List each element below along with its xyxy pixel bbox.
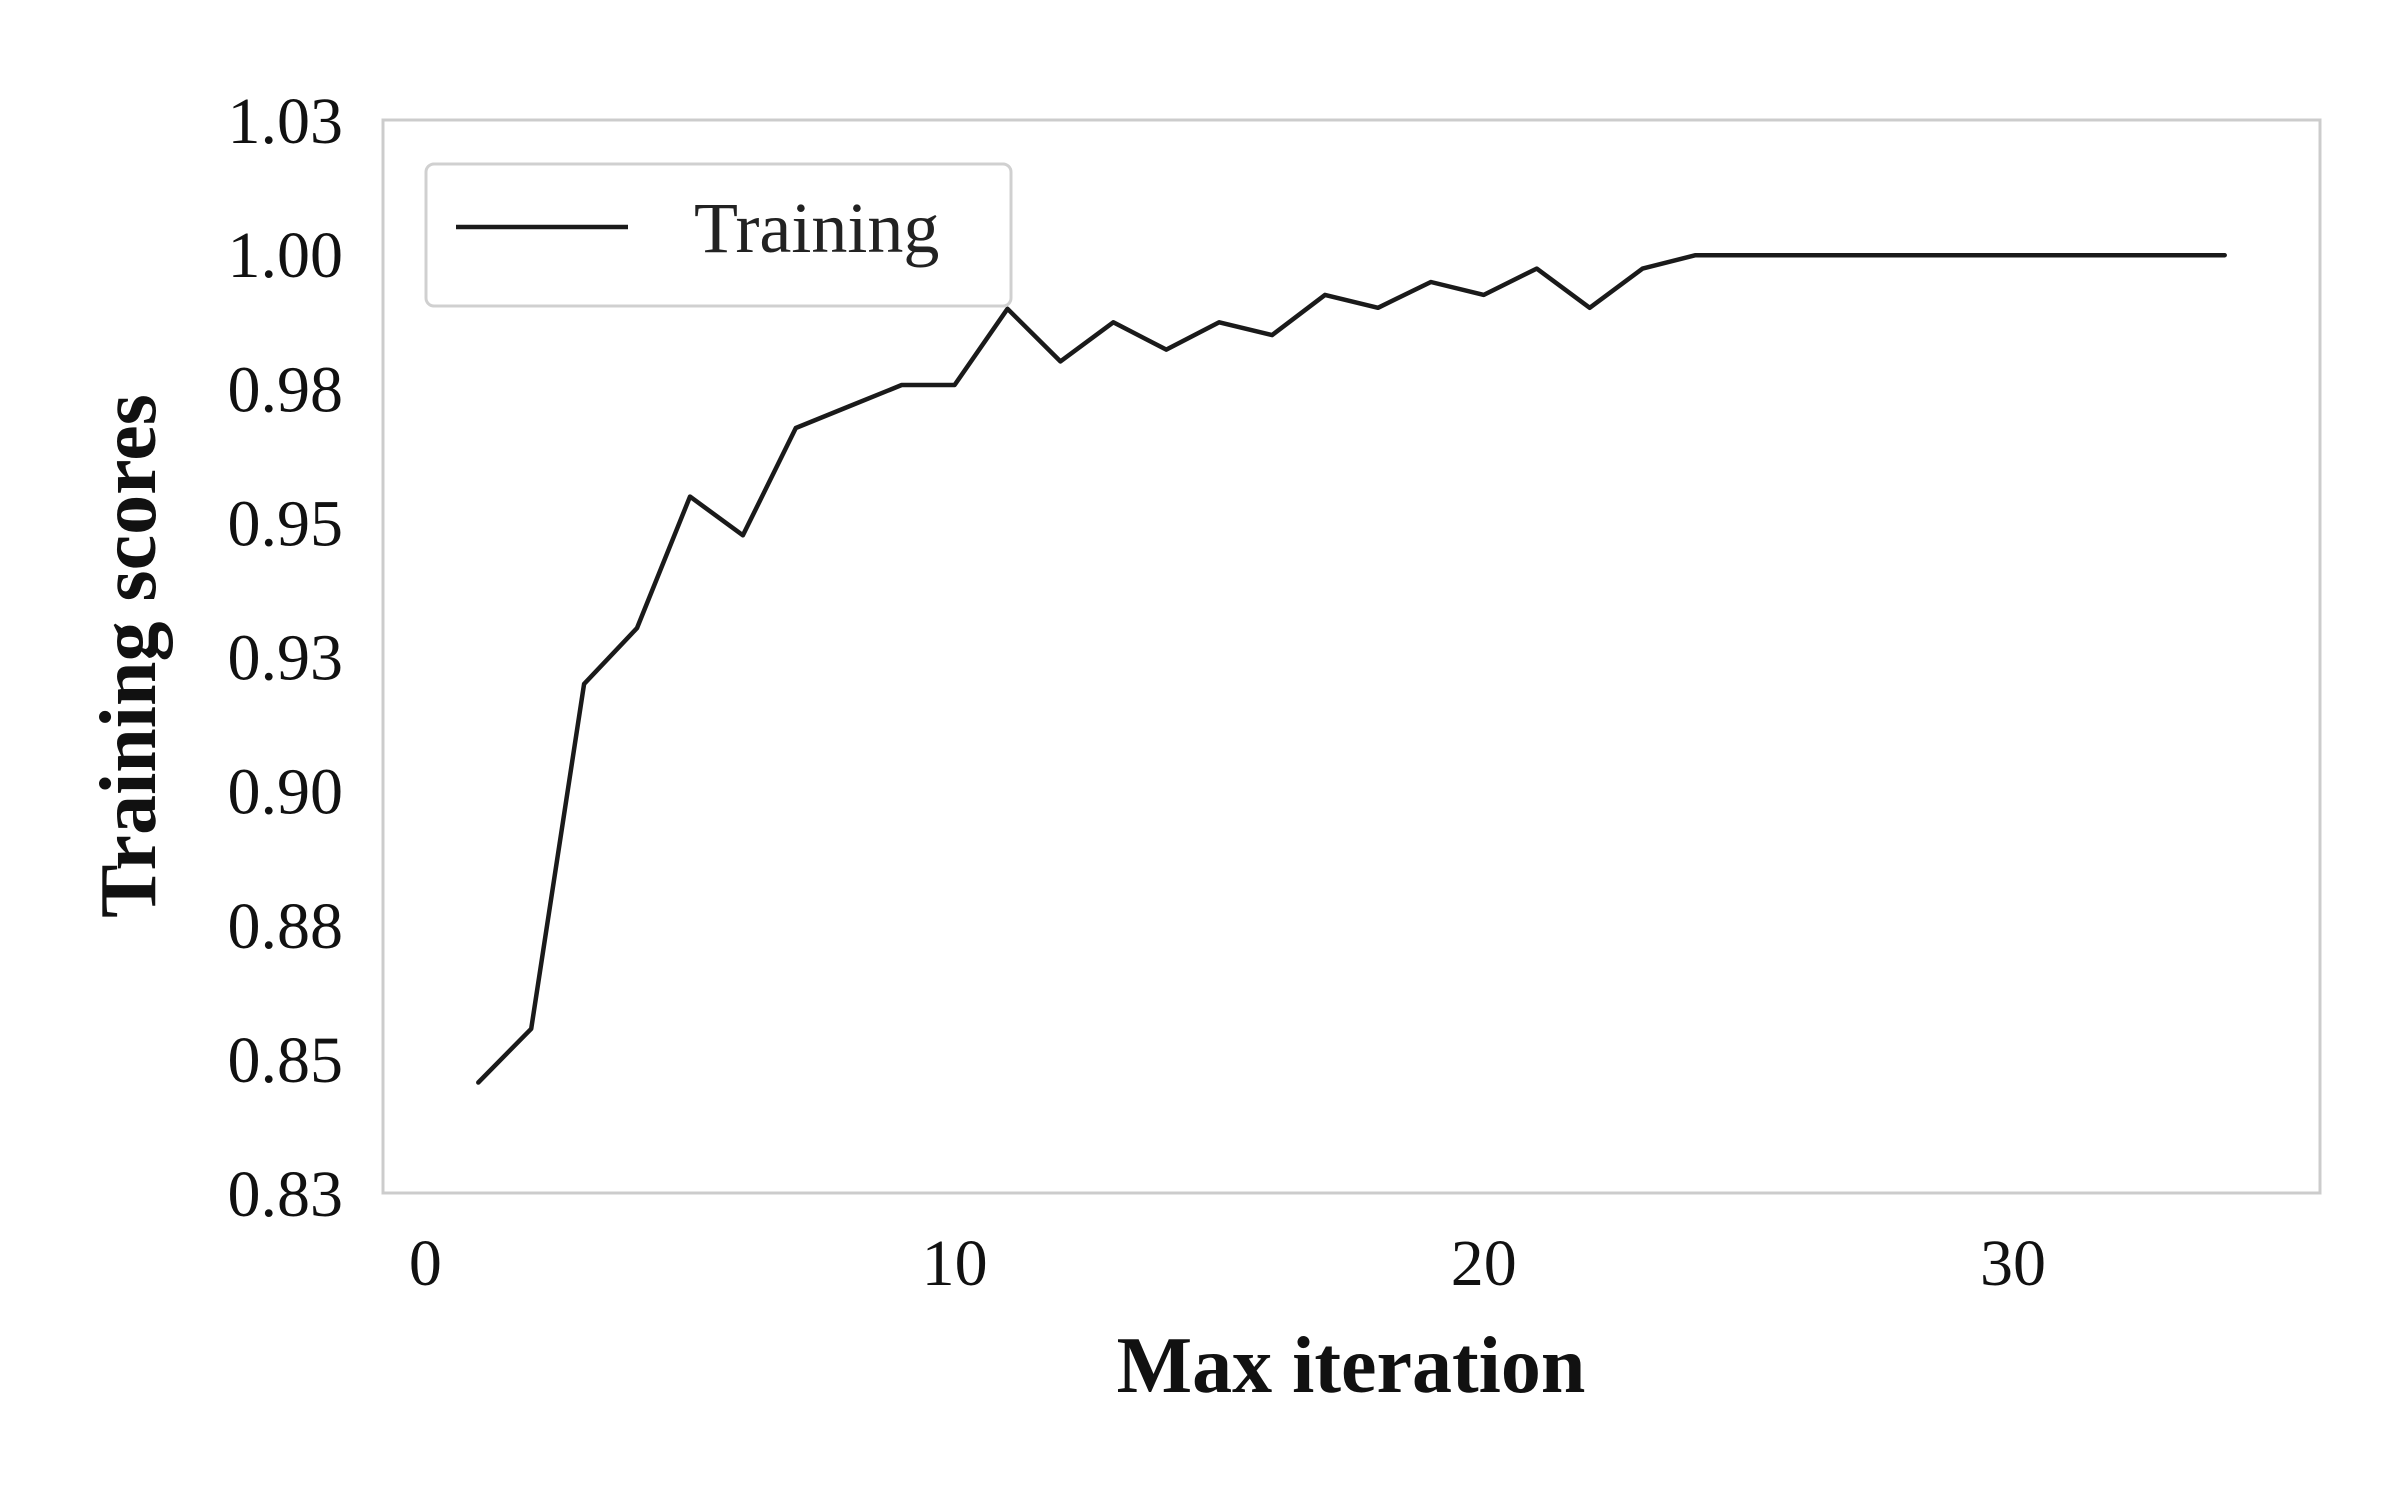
y-tick-label: 0.93	[228, 622, 344, 695]
legend-box	[424, 162, 1013, 308]
y-axis-ticks: 0.83 0.85 0.88 0.90 0.93 0.95 0.98 1.00 1.03	[228, 85, 344, 1231]
y-tick-label: 0.88	[228, 890, 344, 963]
y-tick-label: 0.90	[228, 756, 344, 829]
y-axis-title: Training scores	[85, 394, 173, 918]
x-tick-label: 30	[1980, 1227, 2046, 1300]
y-tick-label: 1.03	[228, 85, 344, 158]
y-tick-label: 0.98	[228, 353, 344, 426]
x-tick-label: 10	[922, 1227, 988, 1300]
y-tick-label: 1.00	[228, 219, 344, 292]
x-tick-label: 20	[1451, 1227, 1517, 1300]
series-line-training	[476, 252, 2227, 1085]
legend: Training	[424, 162, 1013, 308]
series-layer	[476, 252, 2227, 1085]
legend-label-training: Training	[694, 188, 939, 268]
x-tick-label: 0	[409, 1227, 442, 1300]
y-tick-label: 0.83	[228, 1158, 344, 1231]
x-axis-title: Max iteration	[1117, 1322, 1586, 1410]
y-tick-label: 0.85	[228, 1024, 344, 1097]
x-axis-ticks: 0 10 20 30	[409, 1227, 2046, 1300]
y-tick-label: 0.95	[228, 487, 344, 560]
plot-frame	[381, 118, 2322, 1195]
